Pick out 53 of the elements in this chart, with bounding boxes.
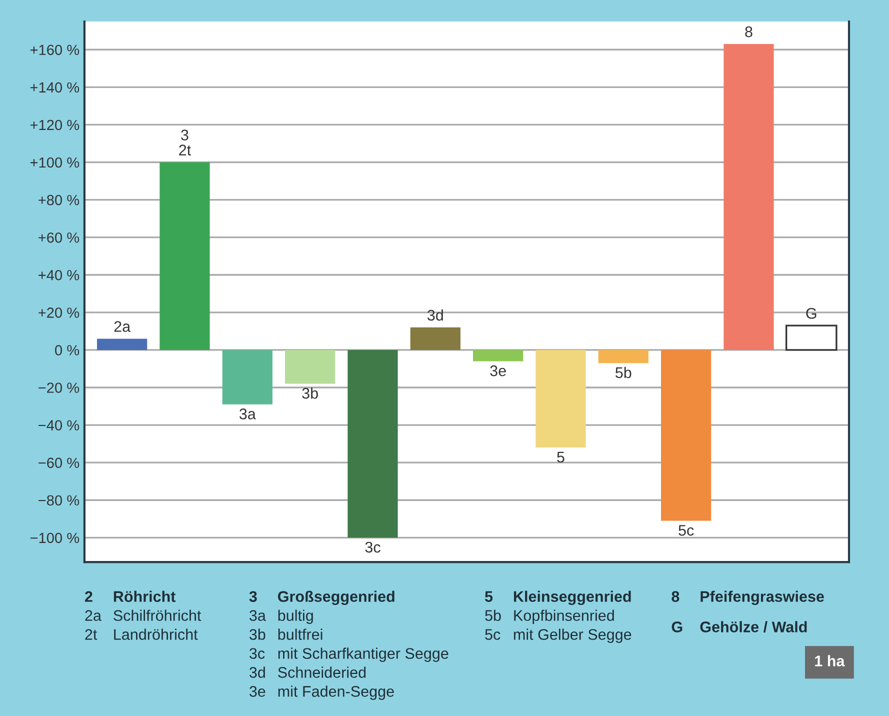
y-tick-label: 0 % (55, 345, 80, 356)
x-tick-label: 8 (745, 26, 752, 38)
y-tick-label: +100 % (30, 157, 80, 168)
annotation: 3 (181, 130, 188, 140)
bar (536, 350, 586, 448)
text: 2 Röhricht (84, 590, 176, 602)
x-tick-label: 2t (179, 144, 191, 156)
text: 3 Großseggenried (249, 590, 394, 606)
text: 3d Schneideried (250, 666, 366, 678)
y-tick-label: −20 % (38, 382, 80, 393)
bar (598, 350, 648, 364)
bar (96, 338, 148, 350)
text: 5c mit Gelber Segge (485, 628, 632, 643)
y-tick-label: −60 % (38, 458, 80, 468)
text: 3a bultig (250, 610, 313, 624)
x-tick-label: G (806, 308, 816, 319)
y-tick-label: +20 % (38, 308, 80, 318)
text: 2a Schilfröhricht (85, 610, 202, 621)
y-tick-label: −80 % (38, 495, 80, 506)
bar (222, 350, 272, 404)
x-tick-label: 3e (490, 365, 506, 376)
bar (472, 350, 524, 362)
text: G Gehölze / Wald (672, 621, 807, 633)
bar (724, 44, 774, 350)
text: 2t Landröhricht (85, 628, 198, 640)
bar (284, 350, 336, 384)
x-tick-label: 2a (114, 321, 131, 332)
y-tick-label: +120 % (30, 120, 80, 130)
x-tick-label: 5c (678, 525, 694, 536)
bar (160, 162, 210, 350)
y-tick-label: −100 % (30, 532, 80, 544)
x-tick-label: 3d (427, 309, 443, 321)
bar (660, 350, 712, 521)
text: 3e mit Faden-Segge (250, 686, 394, 700)
text: 5 Kleinseggenried (484, 590, 631, 606)
bar (410, 327, 460, 350)
text: 1 ha (815, 655, 845, 666)
y-tick-label: −40 % (38, 420, 80, 430)
bar (348, 350, 398, 538)
text: 8 Pfeifengraswiese (672, 590, 824, 606)
x-tick-label: 5b (616, 366, 632, 378)
y-tick-label: +80 % (38, 194, 80, 206)
y-tick-label: +160 % (30, 44, 80, 56)
x-tick-label: 3b (302, 388, 318, 399)
y-tick-label: +40 % (38, 270, 80, 280)
text: 3b bultfrei (250, 628, 322, 640)
y-tick-label: +60 % (38, 232, 80, 243)
x-tick-label: 3a (239, 408, 256, 420)
text: 3c mit Scharfkantiger Segge (250, 648, 448, 662)
text: 5b Kopfbinsenried (485, 610, 614, 624)
x-tick-label: 3c (365, 542, 380, 553)
x-tick-label: 5 (557, 452, 564, 463)
y-tick-label: +140 % (30, 82, 80, 93)
